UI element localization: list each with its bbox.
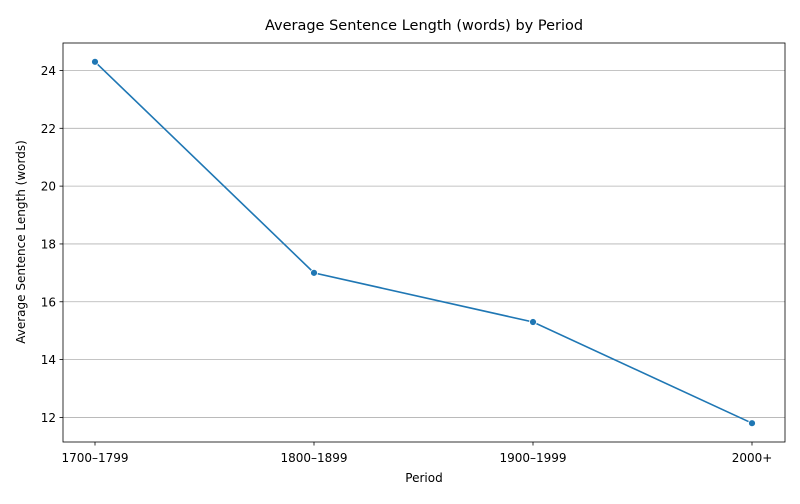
y-tick-label: 14 xyxy=(41,353,56,367)
data-point xyxy=(529,318,537,326)
x-tick-label: 1900–1999 xyxy=(499,451,566,465)
x-tick-label: 1800–1899 xyxy=(280,451,347,465)
y-axis-label: Average Sentence Length (words) xyxy=(14,140,28,344)
y-tick-label: 20 xyxy=(41,180,56,194)
data-point xyxy=(748,419,756,428)
series-layer xyxy=(91,57,756,428)
y-tick-label: 12 xyxy=(41,411,56,425)
y-tick-label: 24 xyxy=(41,64,56,78)
y-tick-label: 22 xyxy=(41,122,56,136)
x-tick-label: 2000+ xyxy=(732,451,773,465)
series-line xyxy=(94,61,753,424)
x-axis-label: Period xyxy=(405,471,442,485)
grid-lines xyxy=(63,70,785,418)
y-tick-label: 18 xyxy=(41,237,56,251)
data-point xyxy=(310,268,318,277)
plot-area-frame xyxy=(62,42,786,443)
y-axis-ticks: 12 14 16 18 20 22 24 xyxy=(41,64,63,425)
x-tick-label: 1700–1799 xyxy=(61,451,128,465)
chart-title: Average Sentence Length (words) by Perio… xyxy=(265,18,583,34)
y-tick-label: 16 xyxy=(41,295,56,309)
data-point xyxy=(91,57,99,66)
x-axis-ticks: 1700–1799 1800–1899 1900–1999 2000+ xyxy=(61,442,772,465)
